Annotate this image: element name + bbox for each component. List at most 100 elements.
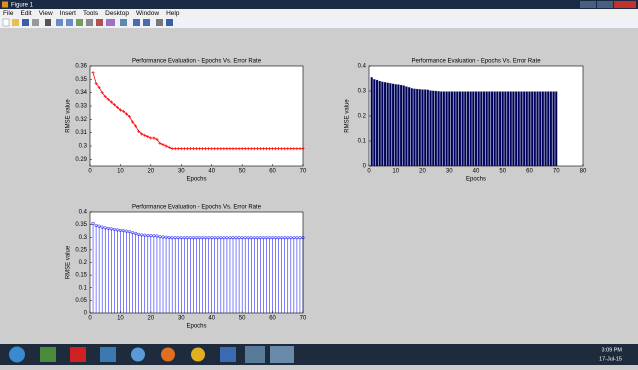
stem-marker [264, 236, 269, 240]
marker [289, 147, 293, 151]
marker [137, 129, 141, 133]
taskbar-app[interactable] [220, 347, 236, 362]
x-tick-label: 10 [117, 169, 124, 175]
maximize-button[interactable] [597, 1, 613, 8]
marker [280, 147, 284, 151]
x-tick-label: 40 [208, 316, 215, 322]
menu-item[interactable]: File [3, 10, 14, 17]
x-tick-label: 30 [178, 169, 185, 175]
x-tick-label: 50 [239, 169, 246, 175]
plot: Performance Evaluation - Epochs Vs. Erro… [345, 59, 587, 183]
bar [432, 90, 435, 167]
hide-tools-icon[interactable] [156, 19, 163, 26]
taskbar-app-active[interactable] [270, 346, 294, 363]
bar [466, 91, 470, 167]
y-tick-label: 0.32 [75, 117, 87, 123]
marker [152, 136, 156, 140]
stem-marker [124, 229, 129, 233]
stem-marker [210, 236, 214, 240]
stem-marker [106, 226, 110, 230]
marker [264, 147, 269, 151]
bar [434, 90, 438, 167]
x-tick-label: 20 [419, 169, 426, 175]
stem-marker [164, 235, 168, 239]
bar [493, 91, 496, 167]
stem-marker [283, 236, 287, 240]
start-button[interactable] [9, 346, 25, 363]
taskbar-app[interactable] [100, 347, 116, 362]
colorbar-icon[interactable] [133, 19, 140, 26]
stem-marker [298, 236, 302, 240]
bar [544, 91, 547, 167]
show-tools-icon[interactable] [166, 19, 173, 26]
taskbar-app[interactable] [245, 346, 265, 363]
marker [112, 103, 116, 107]
link-icon[interactable] [120, 19, 127, 26]
stem-marker [109, 227, 113, 231]
x-tick-label: 10 [117, 316, 124, 322]
marker [225, 147, 229, 151]
menu-item[interactable]: View [39, 10, 53, 17]
marker [197, 147, 202, 151]
bar [413, 88, 416, 167]
rotate-icon[interactable] [86, 19, 93, 26]
datacursor-icon[interactable] [96, 19, 103, 26]
stem-marker [158, 235, 162, 239]
taskbar-app[interactable] [161, 347, 175, 362]
zoom-in-icon[interactable] [56, 19, 63, 26]
bar [375, 79, 379, 167]
taskbar-app[interactable] [191, 347, 205, 362]
x-tick-label: 20 [148, 316, 155, 322]
stem-marker [237, 236, 241, 240]
menu-item[interactable]: Window [136, 10, 159, 17]
marker [204, 147, 208, 151]
new-icon[interactable] [2, 18, 10, 27]
legend-icon[interactable] [143, 19, 150, 26]
bar [453, 91, 456, 167]
marker [210, 147, 214, 151]
app-icon [2, 1, 8, 8]
close-button[interactable] [614, 1, 636, 8]
bar [397, 84, 400, 167]
marker [143, 133, 147, 137]
pan-icon[interactable] [76, 19, 83, 26]
stem-marker [295, 236, 299, 240]
taskbar-app[interactable] [70, 347, 86, 362]
print-icon[interactable] [32, 19, 39, 26]
stem-marker [137, 232, 141, 237]
zoom-out-icon[interactable] [66, 19, 73, 26]
stem-marker [100, 225, 104, 229]
y-tick-label: 0.1 [79, 285, 88, 291]
window-title: Figure 1 [11, 3, 34, 9]
marks [91, 221, 305, 313]
clock-time: 3:09 PM [602, 347, 623, 353]
taskbar-app[interactable] [131, 347, 145, 362]
menu-item[interactable]: Help [166, 10, 180, 17]
marker [109, 100, 113, 104]
stem-marker [274, 236, 278, 240]
x-tick-label: 60 [269, 169, 276, 175]
menu-item[interactable]: Edit [20, 10, 31, 17]
minimize-button[interactable] [580, 1, 596, 8]
x-tick-label: 30 [446, 169, 453, 175]
stem-marker [94, 223, 98, 227]
marker [176, 147, 180, 151]
bar [469, 91, 472, 167]
bar [485, 91, 488, 167]
stem-marker [231, 236, 235, 240]
save-icon[interactable] [22, 19, 29, 26]
marker [188, 147, 193, 151]
menu-item[interactable]: Tools [83, 10, 99, 17]
menu-item[interactable]: Insert [60, 10, 76, 17]
menu-item[interactable]: Desktop [105, 10, 129, 17]
taskbar-app[interactable] [40, 347, 56, 362]
bar [410, 88, 413, 167]
open-icon[interactable] [12, 19, 19, 26]
marker [124, 112, 129, 116]
bar [450, 91, 454, 167]
brush-icon[interactable] [106, 19, 115, 26]
bar [394, 84, 397, 167]
bar [509, 91, 512, 167]
pointer-icon[interactable] [45, 19, 51, 26]
x-axis-label: Epochs [186, 324, 206, 330]
